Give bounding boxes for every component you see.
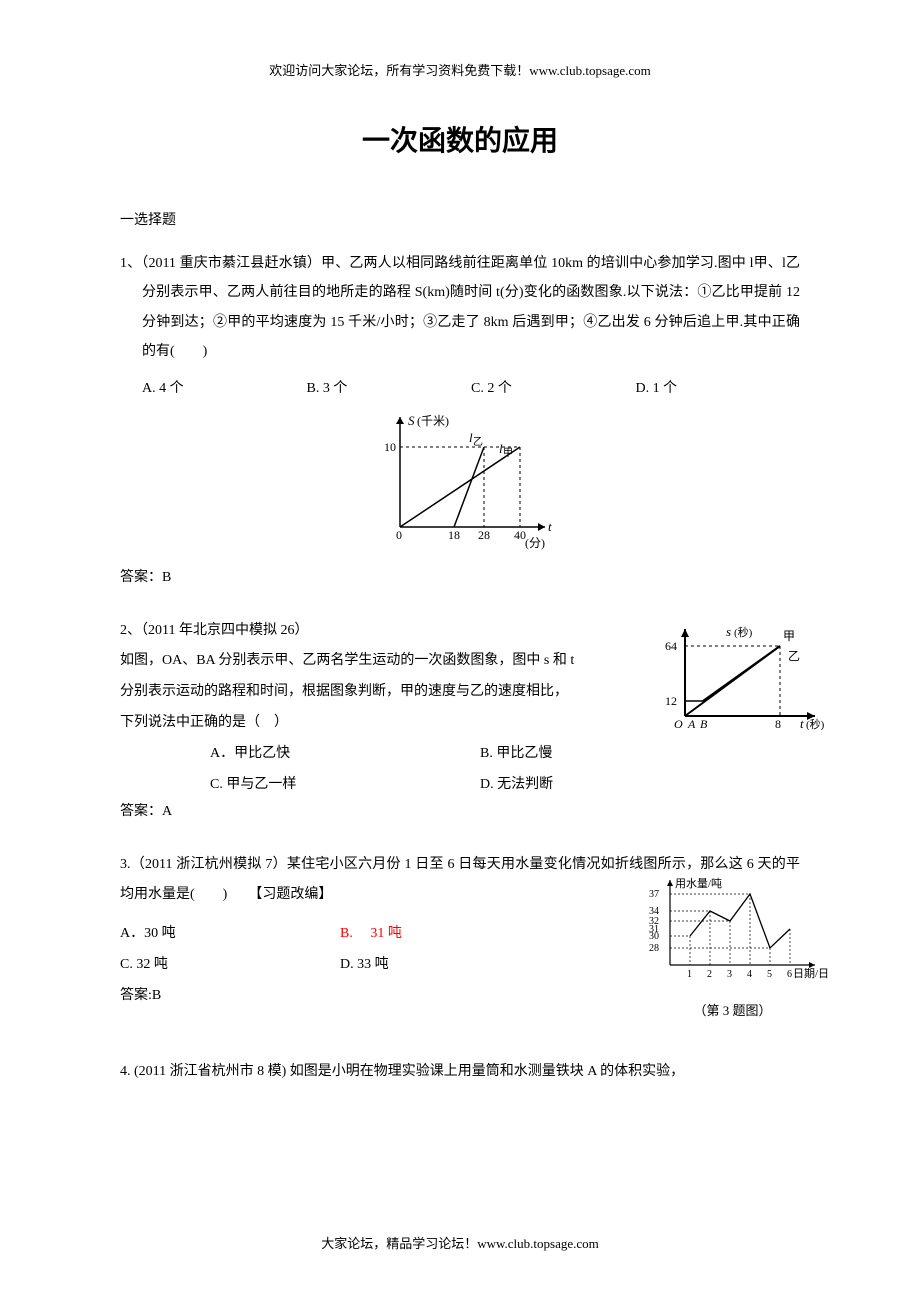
- svg-text:O: O: [674, 717, 683, 731]
- svg-text:4: 4: [747, 969, 752, 980]
- svg-text:37: 37: [649, 889, 659, 900]
- page-header: 欢迎访问大家论坛，所有学习资料免费下载！www.club.topsage.com: [120, 60, 800, 79]
- q3-option-b: B. 31 吨: [340, 919, 402, 950]
- q2-option-d: D. 无法判断: [480, 770, 553, 801]
- svg-text:6: 6: [787, 969, 792, 980]
- svg-text:B: B: [700, 717, 708, 731]
- q2-option-c: C. 甲与乙一样: [210, 770, 480, 801]
- page-footer: 大家论坛，精品学习论坛！www.club.topsage.com: [0, 1233, 920, 1252]
- q3-option-d: D. 33 吨: [340, 950, 389, 981]
- svg-text:甲: 甲: [783, 629, 795, 643]
- svg-text:28: 28: [649, 943, 659, 954]
- q3-option-a: A．30 吨: [120, 919, 340, 950]
- q1-options: A. 4 个 B. 3 个 C. 2 个 D. 1 个: [120, 377, 800, 397]
- svg-text:0: 0: [396, 528, 402, 542]
- svg-text:12: 12: [665, 694, 677, 708]
- q1-option-b: B. 3 个: [307, 377, 472, 397]
- svg-text:日期/日: 日期/日: [793, 967, 829, 980]
- svg-text:10: 10: [384, 440, 396, 454]
- section-heading: 一选择题: [120, 209, 800, 229]
- q1-option-d: D. 1 个: [636, 377, 801, 397]
- svg-text:t: t: [548, 519, 552, 534]
- q1-option-c: C. 2 个: [471, 377, 636, 397]
- q1-stem: 1、（2011 重庆市綦江县赶水镇）甲、乙两人以相同路线前往距离单位 10km …: [120, 249, 800, 367]
- q2-chart: 64 12 O A B 8 s (秒) t (秒) 甲 乙: [655, 621, 830, 741]
- svg-text:28: 28: [478, 528, 490, 542]
- q1-option-a: A. 4 个: [142, 377, 307, 397]
- svg-text:S: S: [408, 413, 415, 428]
- svg-text:(秒): (秒): [734, 625, 753, 639]
- svg-text:18: 18: [448, 528, 460, 542]
- svg-text:甲: 甲: [503, 448, 513, 459]
- q1-answer: 答案：B: [120, 566, 800, 586]
- q2-head: 2、（2011 年北京四中模拟 26）: [120, 616, 580, 647]
- svg-text:s: s: [726, 624, 731, 639]
- q3-chart: 37 34 32 31 30 28 1 2 3 4 5: [635, 875, 830, 1019]
- svg-text:(秒): (秒): [806, 717, 825, 731]
- q2-stem: 如图，OA、BA 分别表示甲、乙两名学生运动的一次函数图象，图中 s 和 t 分…: [120, 646, 580, 738]
- q2-options: A．甲比乙快 B. 甲比乙慢 C. 甲与乙一样 D. 无法判断: [120, 739, 800, 801]
- q3-caption: （第 3 题图）: [635, 1000, 830, 1019]
- svg-text:t: t: [800, 716, 804, 731]
- svg-text:2: 2: [707, 969, 712, 980]
- svg-text:乙: 乙: [473, 436, 483, 448]
- svg-text:8: 8: [775, 717, 781, 731]
- svg-text:64: 64: [665, 639, 677, 653]
- svg-text:乙: 乙: [788, 649, 800, 663]
- svg-text:5: 5: [767, 969, 772, 980]
- q3-answer: 答案:B: [120, 981, 580, 1012]
- page-title: 一次函数的应用: [120, 119, 800, 159]
- q2-answer: 答案：A: [120, 800, 800, 820]
- svg-text:用水量/吨: 用水量/吨: [675, 877, 722, 890]
- svg-text:A: A: [687, 717, 696, 731]
- q3-option-c: C. 32 吨: [120, 950, 340, 981]
- q4-stem: 4. (2011 浙江省杭州市 8 模) 如图是小明在物理实验课上用量筒和水测量…: [120, 1057, 800, 1086]
- svg-text:1: 1: [687, 969, 692, 980]
- q2-option-a: A．甲比乙快: [210, 739, 480, 770]
- svg-text:3: 3: [727, 969, 732, 980]
- svg-text:30: 30: [649, 931, 659, 942]
- q2-option-b: B. 甲比乙慢: [480, 739, 552, 770]
- svg-text:(千米): (千米): [417, 414, 449, 428]
- q1-chart: S (千米) 10 0 18 28 40 t l 乙 l 甲 (分): [120, 407, 800, 551]
- q1-x-label: (分): [270, 534, 800, 551]
